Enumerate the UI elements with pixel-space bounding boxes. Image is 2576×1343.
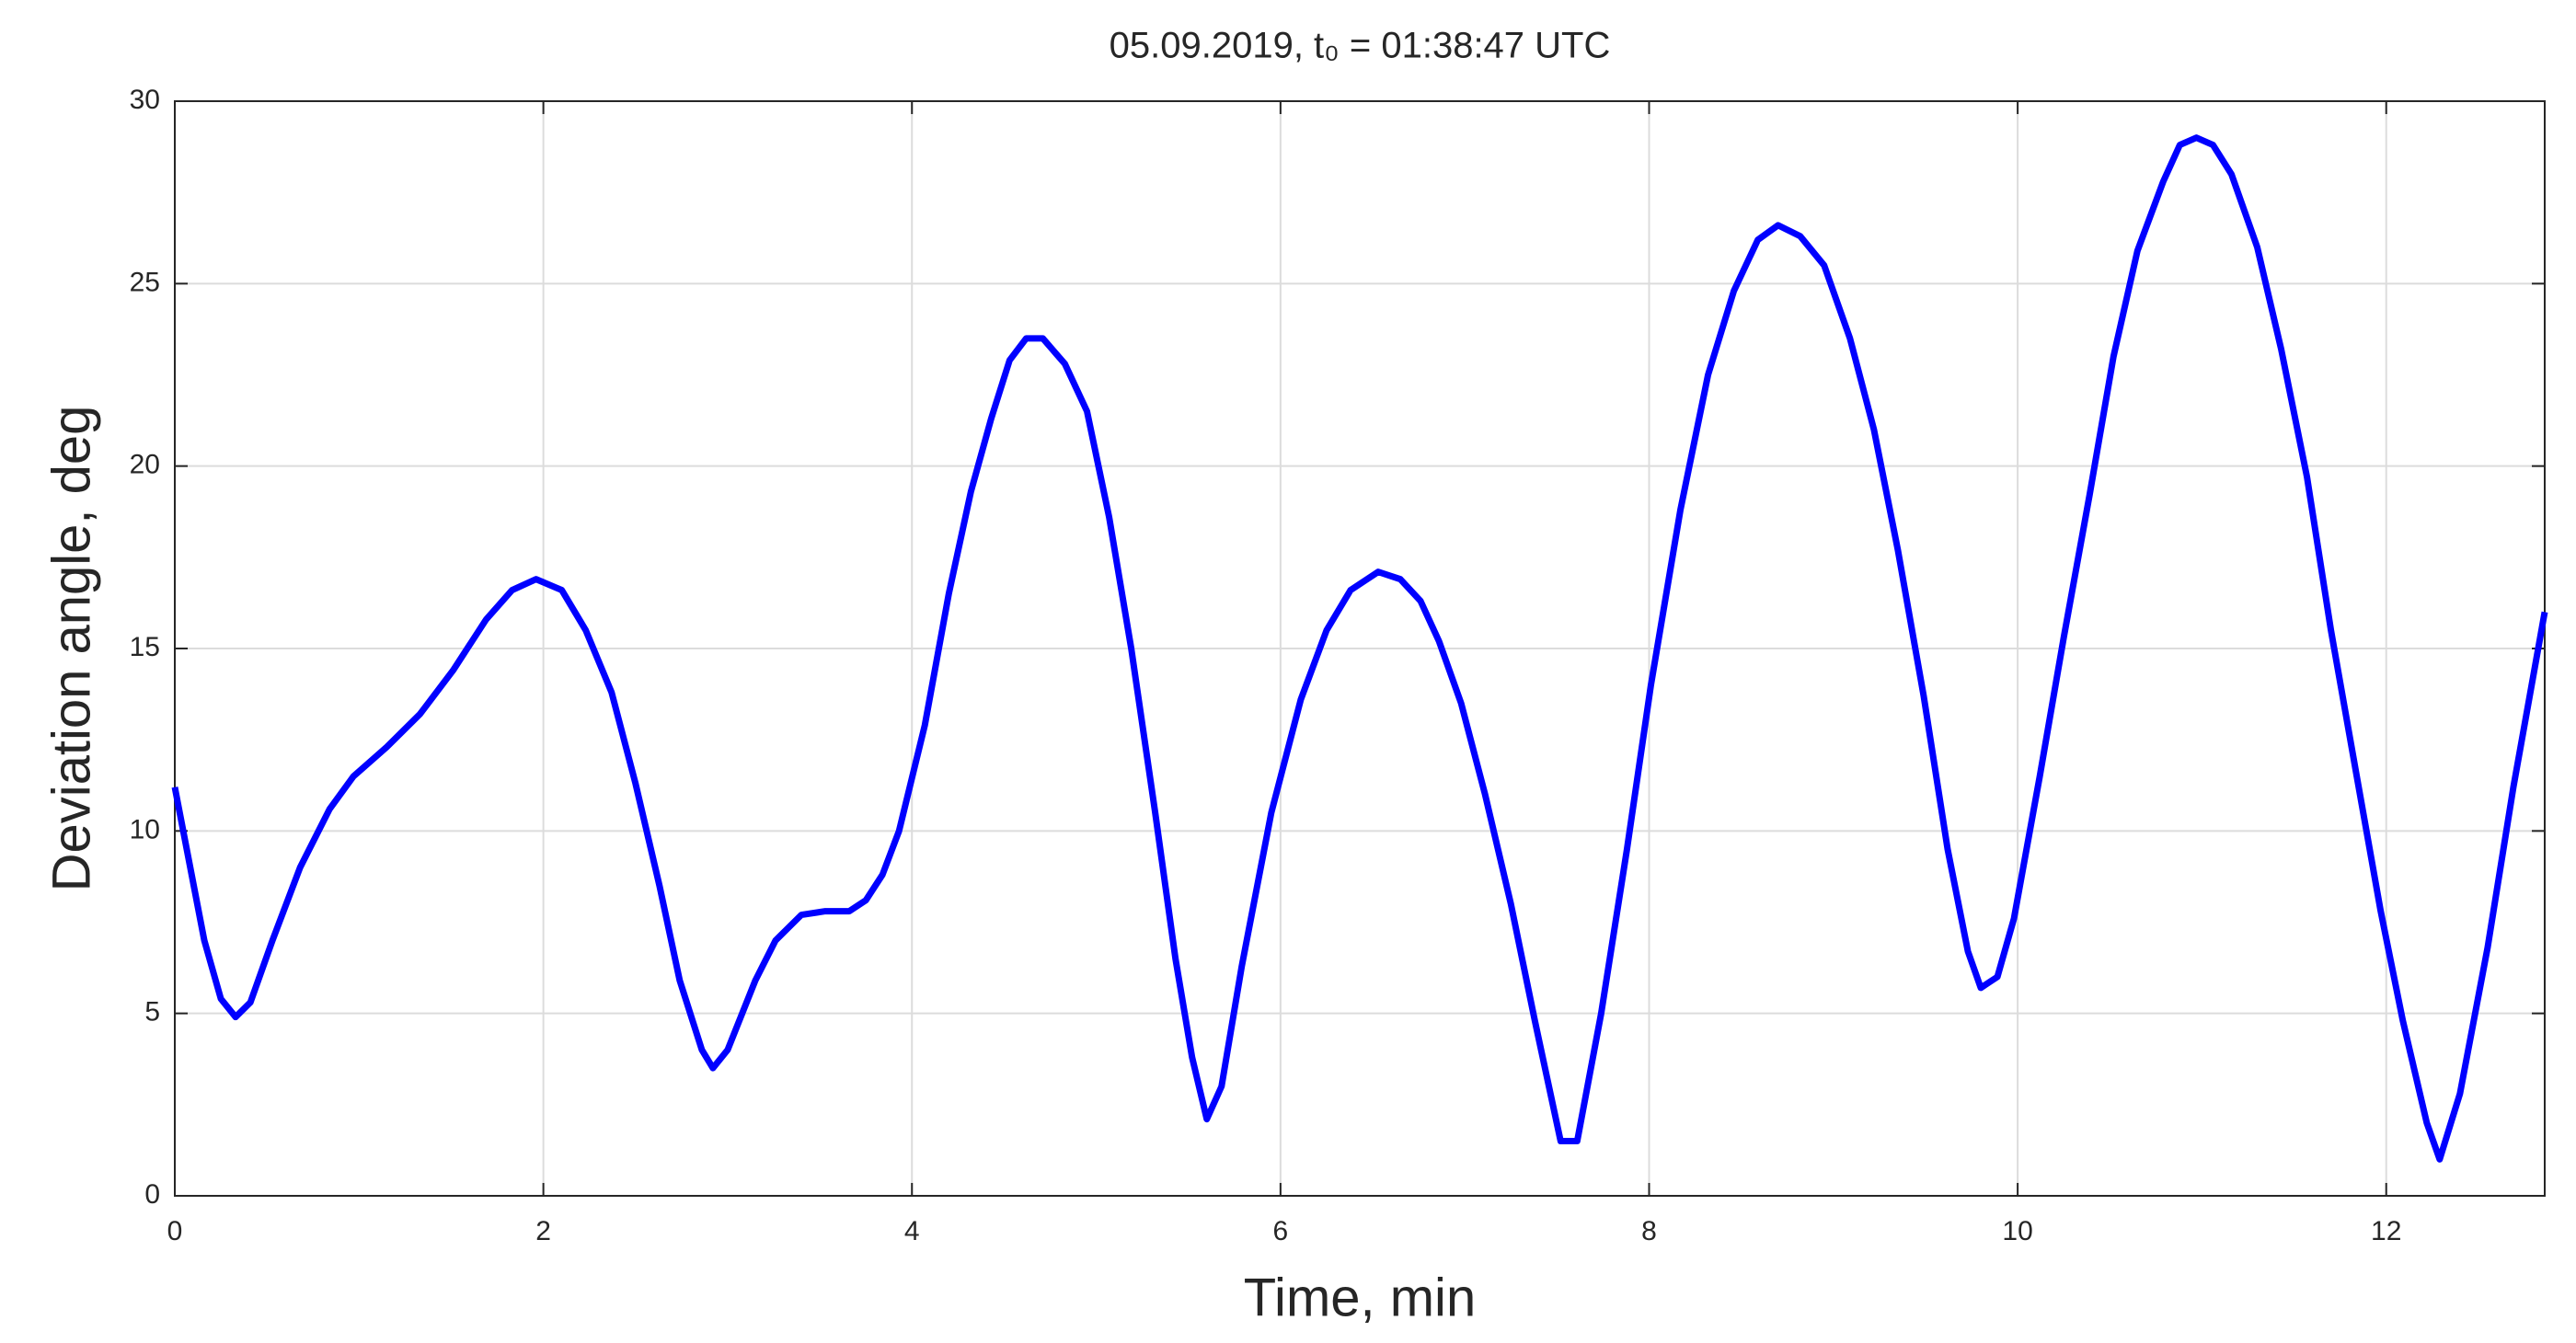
y-tick-label: 30 (130, 85, 160, 115)
y-tick-label: 5 (144, 997, 160, 1027)
y-tick-label: 15 (130, 632, 160, 662)
y-tick-label: 10 (130, 814, 160, 844)
data-line (171, 134, 2548, 1163)
x-tick-label: 0 (167, 1216, 183, 1246)
chart-title: 05.09.2019, t₀ = 01:38:47 UTC (1110, 26, 1611, 66)
x-axis-label: Time, min (1244, 1268, 1476, 1327)
axes-box (174, 100, 2546, 1197)
y-tick-label: 20 (130, 450, 160, 480)
x-tick-label: 8 (1641, 1216, 1657, 1246)
x-tick-label: 2 (535, 1216, 551, 1246)
x-tick-label: 12 (2371, 1216, 2401, 1246)
x-tick-label: 6 (1273, 1216, 1289, 1246)
y-tick-label: 0 (144, 1179, 160, 1210)
y-axis-label: Deviation angle, deg (41, 406, 101, 892)
x-tick-label: 10 (2002, 1216, 2032, 1246)
y-tick-label: 25 (130, 267, 160, 297)
x-tick-label: 4 (904, 1216, 920, 1246)
